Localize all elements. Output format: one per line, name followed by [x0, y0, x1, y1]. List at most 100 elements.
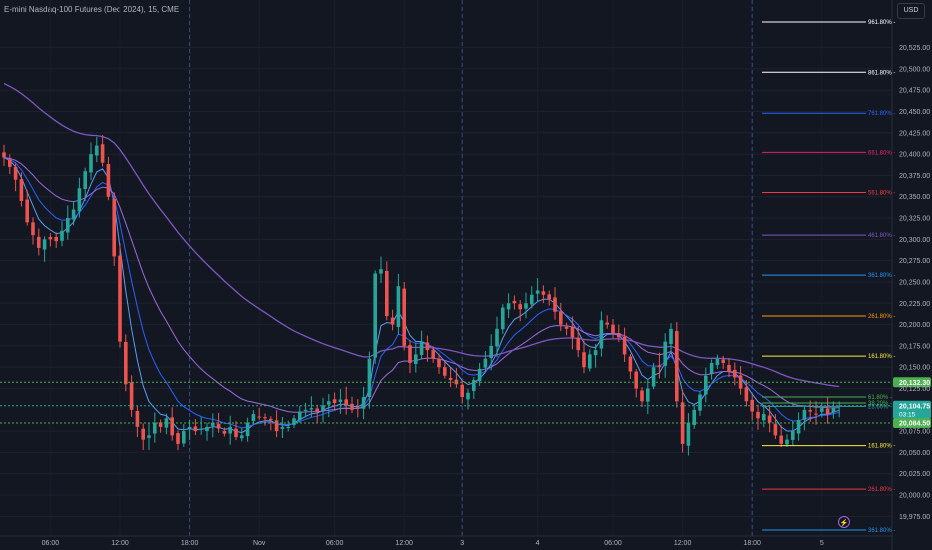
candle-body	[727, 364, 731, 372]
candle-body	[303, 409, 308, 412]
bar-countdown: 03:15	[899, 411, 916, 418]
time-tick: Nov	[253, 540, 266, 547]
candle-body	[617, 332, 621, 338]
candle-body	[327, 401, 331, 405]
chart-title: E-mini Nasdaq-100 Futures (Dec 2024), 15…	[4, 5, 180, 14]
candle-body	[414, 354, 418, 364]
candle-body	[199, 428, 203, 430]
candle-body	[576, 337, 580, 351]
candle-body	[216, 423, 221, 429]
candle-body	[715, 358, 720, 366]
price-tick: 20,475.00	[899, 88, 930, 95]
price-tick: 20,175.00	[899, 343, 930, 350]
fib-levels: 961.80% - 861.80% - 761.80% - 661.80% - 561.…	[762, 20, 895, 534]
svg-text:⚡: ⚡	[840, 518, 849, 527]
candle-body	[431, 349, 435, 359]
candle-body	[54, 237, 58, 242]
time-tick: 3	[460, 540, 464, 547]
price-tick: 20,525.00	[899, 45, 930, 52]
price-tick: 20,225.00	[899, 301, 930, 308]
candle-body	[669, 328, 673, 345]
price-tick: 20,125.00	[899, 386, 930, 393]
candle-body	[622, 336, 627, 355]
candle-body	[234, 428, 238, 438]
price-tick: 20,350.00	[899, 194, 930, 201]
currency-button[interactable]: USD	[897, 3, 925, 19]
candle-body	[535, 290, 540, 294]
candle-body	[646, 388, 650, 402]
price-tick: 20,275.00	[899, 258, 930, 265]
fib-level-label: 38.20% -	[868, 401, 892, 407]
price-tick: 20,150.00	[899, 365, 930, 372]
candle-body	[802, 409, 807, 420]
candle-body	[698, 394, 702, 411]
candle-body	[791, 431, 795, 440]
price-tick: 20,200.00	[899, 322, 930, 329]
candle-body	[164, 418, 169, 428]
candle-body	[709, 362, 714, 374]
candle-body	[71, 209, 76, 220]
price-tick: 20,050.00	[899, 450, 930, 457]
candle-body	[501, 307, 505, 330]
session-dividers	[189, 0, 753, 536]
candle-body	[66, 218, 70, 233]
candle-body	[530, 294, 534, 305]
candle-body	[48, 236, 53, 240]
candle-body	[675, 331, 679, 402]
candle-body	[541, 291, 546, 295]
candle-body	[704, 375, 708, 395]
price-tick: 20,375.00	[899, 173, 930, 180]
fib-level-label: 361.80% -	[868, 273, 895, 279]
candle-body	[373, 273, 377, 358]
time-tick: 5	[820, 540, 824, 547]
candle-body	[396, 286, 401, 328]
candle-body	[483, 358, 488, 368]
candle-body	[112, 199, 116, 257]
ema-line	[3, 157, 840, 434]
candle-body	[820, 408, 824, 412]
candle-body	[825, 408, 830, 415]
fib-level-label: 761.80% -	[868, 111, 895, 117]
price-tick: 20,325.00	[899, 216, 930, 223]
candle-body	[570, 326, 575, 338]
candle-body	[640, 390, 644, 402]
candle-body	[77, 188, 82, 212]
candle-body	[599, 320, 604, 349]
candle-body	[315, 408, 319, 412]
candle-body	[205, 426, 209, 432]
candle-body	[628, 356, 633, 372]
candle-body	[129, 382, 134, 410]
candle-body	[25, 199, 29, 223]
fib-level-label: 161.80% -	[868, 354, 895, 360]
candle-body	[425, 342, 430, 351]
fib-level-label: 861.80% -	[868, 70, 895, 76]
candle-body	[767, 415, 772, 423]
alert-icon[interactable]: ⚡	[838, 516, 850, 528]
candle-body	[269, 418, 273, 421]
candle-body	[692, 409, 696, 426]
candle-body	[390, 317, 395, 325]
candle-body	[257, 416, 261, 418]
candle-body	[588, 354, 592, 369]
grid	[0, 47, 892, 517]
ema-line	[3, 157, 840, 413]
fib-level-label: 261.80% -	[868, 487, 895, 493]
price-tick: 20,000.00	[899, 493, 930, 500]
time-tick: 18:00	[743, 540, 761, 547]
candle-body	[42, 239, 47, 250]
candle-body	[170, 417, 174, 436]
candle-body	[251, 414, 256, 422]
time-tick: 06:00	[326, 540, 344, 547]
candle-body	[605, 322, 609, 325]
candle-body	[280, 426, 285, 429]
candle-body	[756, 411, 760, 419]
candle-body	[263, 417, 267, 419]
time-tick: 4	[536, 540, 540, 547]
candle-body	[489, 345, 493, 359]
candle-body	[147, 435, 151, 438]
candle-body	[83, 171, 87, 189]
candle-body	[733, 369, 737, 378]
time-axis: 06:00 12:00 18:00 Nov 06:00 12:00 3 4 06:00 12:00…	[42, 540, 824, 547]
price-label-bg	[893, 377, 931, 388]
